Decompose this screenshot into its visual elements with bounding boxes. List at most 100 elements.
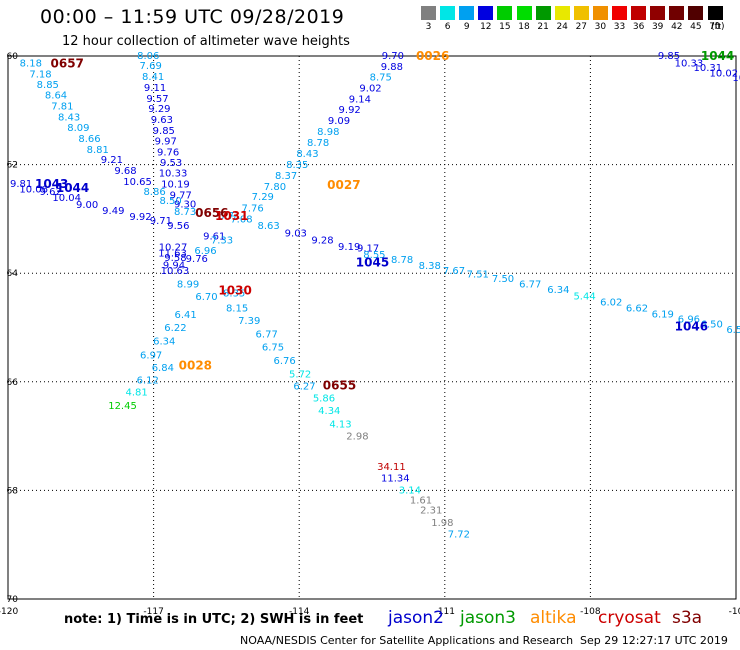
swh-value-label: 6.27 (293, 382, 315, 393)
swh-value-label: 9.57 (146, 94, 168, 105)
swh-value-label: 10.04 (52, 193, 81, 204)
swh-value-label: 4.13 (329, 420, 351, 431)
y-tick-label: 66 (7, 378, 19, 388)
scale-label: 9 (463, 22, 470, 32)
swh-value-label: 10.31 (694, 63, 723, 74)
swh-value-label: 6.53 (726, 325, 740, 336)
x-tick-label: -114 (289, 607, 310, 617)
scale-swatch (631, 6, 647, 20)
swh-value-label: 7.39 (238, 316, 260, 327)
page-subtitle: 12 hour collection of altimeter wave hei… (62, 34, 350, 49)
pass-time-label: 0656 (195, 206, 228, 220)
swh-value-label: 9.17 (357, 244, 379, 255)
swh-value-label: 9.30 (174, 200, 196, 211)
swh-value-label: 8.38 (419, 261, 441, 272)
scale-swatch (421, 6, 436, 20)
swh-value-label: 9.76 (186, 254, 208, 265)
swh-value-label: 8.35 (223, 289, 245, 300)
swh-value-label: 8.43 (296, 149, 318, 160)
swh-value-label: 5.72 (289, 370, 311, 381)
swh-value-label: 10.06 (19, 184, 48, 195)
swh-value-label: 12.45 (108, 401, 137, 412)
swh-value-label: 8.99 (177, 280, 199, 291)
pass-time-label: 1044 (701, 49, 734, 63)
swh-value-label: 10.33 (159, 169, 188, 180)
pass-time-label: 1043 (35, 177, 68, 191)
swh-value-label: 8.85 (37, 80, 59, 91)
y-tick-label: 60 (7, 52, 19, 62)
swh-value-label: 6.71 (218, 211, 240, 222)
scale-swatch (554, 6, 570, 20)
swh-value-label: 8.75 (370, 73, 392, 84)
swh-value-label: 9.68 (114, 166, 136, 177)
swh-value-label: 9.00 (76, 200, 98, 211)
swh-value-label: 6.76 (274, 356, 296, 367)
swh-value-label: 9.70 (382, 51, 404, 62)
swh-value-label: 9.94 (163, 261, 185, 272)
swh-value-label: 9.88 (381, 62, 403, 73)
swh-value-label: 10. (732, 73, 740, 84)
x-tick-label: -108 (580, 607, 601, 617)
swh-value-label: 7.51 (467, 270, 489, 281)
swh-value-label: 2.98 (346, 432, 368, 443)
scale-label: 24 (556, 22, 568, 32)
swh-value-label: 8.35 (286, 160, 308, 171)
swh-value-label: 7.80 (264, 182, 286, 193)
swh-value-label: 7.50 (492, 274, 514, 285)
swh-value-label: 8.09 (67, 123, 89, 134)
swh-value-label: 9.29 (148, 104, 170, 115)
scale-label: 27 (575, 22, 588, 32)
scale-label: 33 (613, 22, 626, 32)
pass-time-label: 0655 (323, 379, 356, 393)
swh-value-label: 6.96 (194, 246, 216, 257)
legend-s3a: s3a (672, 608, 703, 628)
swh-value-label: 9.53 (160, 158, 182, 169)
swh-value-label: 9.71 (150, 216, 172, 227)
pass-time-label: 0028 (179, 358, 212, 372)
scale-label: 21 (537, 22, 549, 32)
swh-value-label: 8.81 (87, 145, 109, 156)
swh-value-label: 9.14 (349, 94, 371, 105)
swh-value-label: 2.31 (420, 505, 442, 516)
swh-value-label: 34.11 (377, 462, 406, 473)
swh-value-label: 8.15 (226, 303, 248, 314)
swh-value-label: 9.92 (129, 212, 151, 223)
swh-value-label: 6.22 (164, 323, 186, 334)
swh-value-label: 6.12 (137, 376, 159, 387)
footer-credit: NOAA/NESDIS Center for Satellite Applica… (240, 634, 574, 647)
swh-value-label: 9.77 (170, 190, 192, 201)
scale-swatch (535, 6, 551, 20)
scale-unit-label: (ft) (711, 22, 725, 32)
scale-label: 12 (480, 22, 492, 32)
swh-value-label: 10.63 (161, 266, 190, 277)
x-tick-label: -111 (435, 607, 455, 617)
swh-value-label: 8.43 (58, 112, 80, 123)
scale-swatch (669, 6, 685, 20)
scale-label: 15 (499, 22, 511, 32)
swh-value-label: 9.09 (328, 116, 350, 127)
pass-time-label: 1046 (675, 319, 708, 333)
page-title: 00:00 – 11:59 UTC 09/28/2019 (40, 6, 345, 28)
swh-value-label: 5.86 (313, 394, 335, 405)
swh-value-label: 6.84 (152, 363, 174, 374)
swh-value-label: 7.72 (448, 529, 470, 540)
swh-value-label: 4.81 (125, 388, 147, 399)
swh-value-label: 8.55 (363, 250, 385, 261)
swh-value-label: 4.34 (318, 406, 340, 417)
swh-value-label: 6.77 (256, 329, 278, 340)
swh-value-label: 8.41 (142, 72, 164, 83)
scale-swatch (516, 6, 532, 20)
swh-value-label: 8.06 (137, 51, 159, 62)
y-tick-label: 68 (7, 486, 19, 496)
swh-value-label: 9.02 (359, 83, 381, 94)
swh-value-label: 10.65 (123, 177, 152, 188)
swh-value-label: 8.37 (275, 171, 297, 182)
swh-value-label: 8.66 (78, 134, 100, 145)
swh-value-label: 9.62 (40, 187, 62, 198)
swh-value-label: 7.67 (443, 266, 465, 277)
swh-value-label: 9.58 (164, 253, 186, 264)
pass-time-label: 1045 (356, 255, 389, 269)
swh-value-label: 9.56 (167, 221, 189, 232)
swh-value-label: 10.27 (159, 243, 188, 254)
